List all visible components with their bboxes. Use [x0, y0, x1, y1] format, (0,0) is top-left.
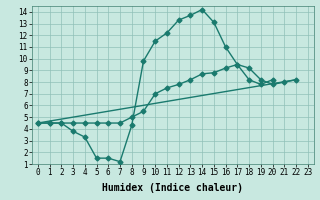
X-axis label: Humidex (Indice chaleur): Humidex (Indice chaleur): [102, 183, 243, 193]
